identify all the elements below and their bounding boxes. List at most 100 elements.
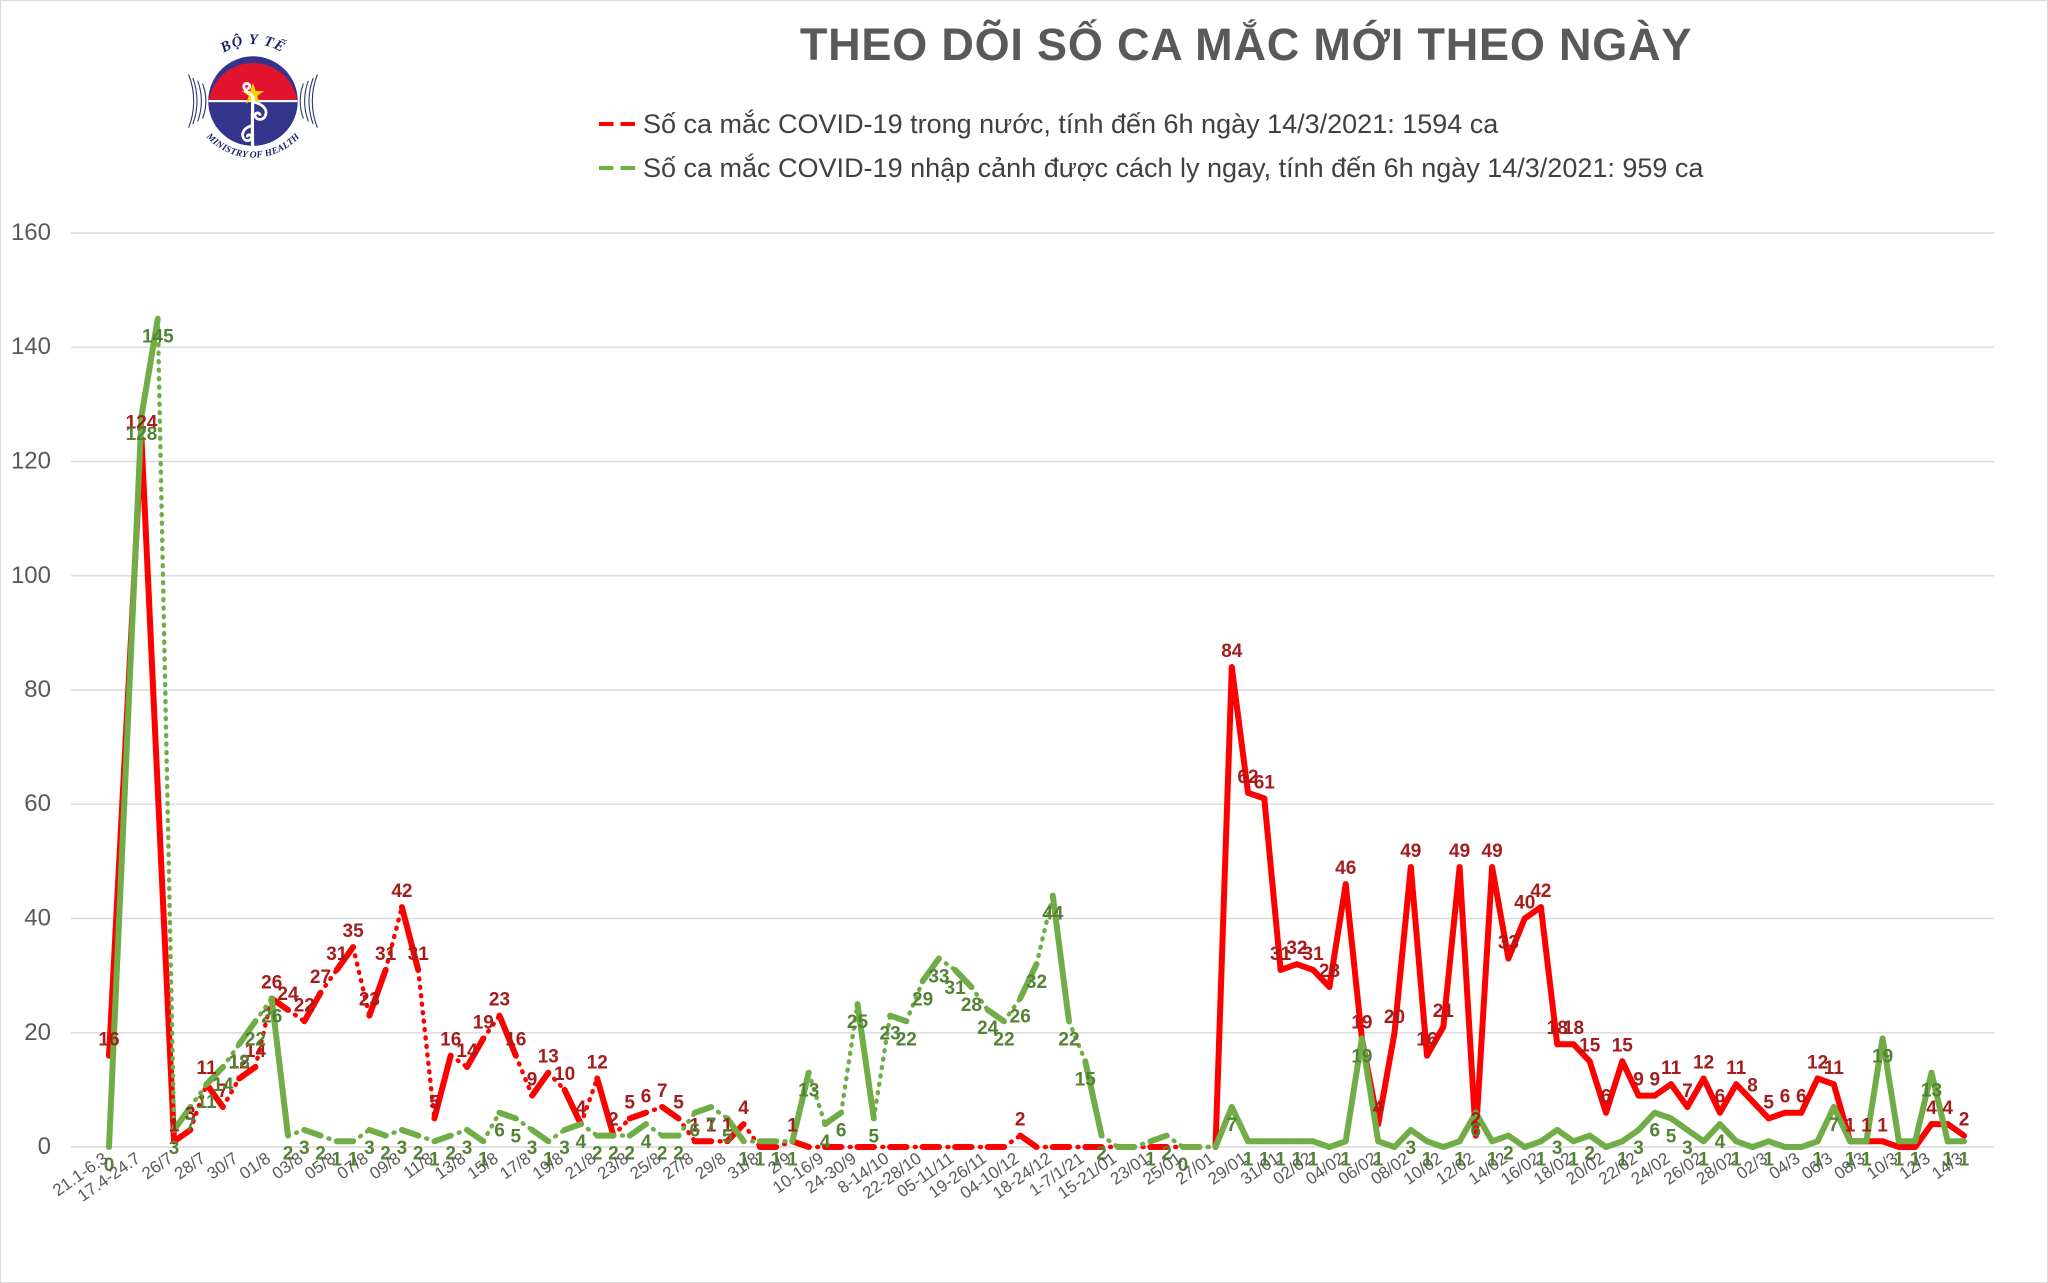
svg-text:2: 2 (1015, 1110, 1026, 1131)
svg-text:160: 160 (11, 219, 51, 246)
svg-text:16: 16 (1416, 1030, 1437, 1051)
svg-text:11: 11 (1661, 1058, 1682, 1079)
svg-text:27: 27 (310, 967, 331, 988)
svg-text:4: 4 (576, 1132, 587, 1153)
svg-text:26: 26 (261, 1007, 282, 1028)
svg-text:49: 49 (1482, 841, 1503, 862)
svg-text:7: 7 (1829, 1115, 1840, 1136)
svg-text:15: 15 (1612, 1035, 1634, 1056)
svg-text:15: 15 (1579, 1035, 1601, 1056)
svg-text:145: 145 (142, 327, 174, 348)
svg-text:1: 1 (1861, 1115, 1872, 1136)
svg-text:22: 22 (993, 1029, 1014, 1050)
svg-text:12: 12 (1693, 1053, 1714, 1074)
svg-text:21: 21 (1433, 1001, 1455, 1022)
svg-text:4: 4 (738, 1098, 749, 1119)
svg-text:5: 5 (722, 1126, 733, 1147)
svg-text:1: 1 (787, 1115, 798, 1136)
svg-text:25: 25 (847, 1012, 869, 1033)
svg-text:13: 13 (798, 1081, 819, 1102)
svg-text:6: 6 (690, 1121, 701, 1142)
svg-text:7: 7 (1227, 1115, 1238, 1136)
svg-text:6: 6 (1715, 1087, 1726, 1108)
svg-text:6: 6 (1650, 1121, 1661, 1142)
svg-text:12: 12 (587, 1053, 608, 1074)
svg-text:42: 42 (1530, 881, 1551, 902)
svg-text:5: 5 (429, 1092, 440, 1113)
svg-text:32: 32 (1026, 972, 1047, 993)
svg-text:5: 5 (1666, 1126, 1677, 1147)
svg-text:46: 46 (1335, 858, 1356, 879)
svg-text:9: 9 (527, 1070, 538, 1091)
svg-text:20: 20 (24, 1019, 51, 1046)
svg-text:4: 4 (576, 1098, 587, 1119)
svg-text:9: 9 (1633, 1070, 1644, 1091)
svg-text:80: 80 (24, 676, 51, 703)
svg-text:5: 5 (624, 1092, 635, 1113)
svg-text:22: 22 (245, 1029, 266, 1050)
svg-text:35: 35 (343, 921, 365, 942)
svg-text:4: 4 (1715, 1132, 1726, 1153)
svg-text:14: 14 (212, 1075, 234, 1096)
svg-text:14: 14 (456, 1041, 478, 1062)
svg-text:19: 19 (473, 1013, 494, 1034)
svg-text:4: 4 (820, 1132, 831, 1153)
svg-text:5: 5 (511, 1126, 522, 1147)
svg-text:23: 23 (359, 990, 380, 1011)
svg-text:6: 6 (1601, 1087, 1612, 1108)
svg-text:8: 8 (1747, 1075, 1758, 1096)
svg-text:30/7: 30/7 (203, 1149, 241, 1184)
svg-text:7: 7 (185, 1115, 196, 1136)
svg-text:1: 1 (1877, 1115, 1888, 1136)
svg-text:15: 15 (1075, 1069, 1097, 1090)
svg-text:19: 19 (1351, 1013, 1372, 1034)
svg-text:16: 16 (98, 1030, 119, 1051)
svg-text:31: 31 (326, 944, 348, 965)
svg-text:49: 49 (1400, 841, 1421, 862)
svg-text:100: 100 (11, 562, 51, 589)
svg-text:6: 6 (1796, 1087, 1807, 1108)
svg-text:7: 7 (706, 1115, 717, 1136)
svg-text:1: 1 (1845, 1115, 1856, 1136)
svg-text:7: 7 (657, 1081, 668, 1102)
svg-text:7: 7 (1682, 1081, 1693, 1102)
svg-text:20: 20 (1384, 1007, 1405, 1028)
svg-text:13: 13 (1921, 1081, 1942, 1102)
svg-text:33: 33 (1498, 933, 1519, 954)
svg-text:128: 128 (126, 424, 158, 445)
svg-text:9: 9 (1650, 1070, 1661, 1091)
svg-text:0: 0 (38, 1133, 51, 1160)
svg-text:60: 60 (24, 790, 51, 817)
svg-text:22: 22 (1058, 1029, 1079, 1050)
svg-text:2: 2 (1959, 1110, 1970, 1131)
svg-text:06/3: 06/3 (1798, 1149, 1836, 1184)
svg-text:4: 4 (1373, 1098, 1384, 1119)
svg-text:29/8: 29/8 (692, 1149, 730, 1184)
svg-text:4: 4 (1942, 1098, 1953, 1119)
svg-text:22: 22 (896, 1029, 917, 1050)
svg-text:40: 40 (24, 905, 51, 932)
svg-text:10: 10 (554, 1064, 575, 1085)
svg-text:84: 84 (1221, 641, 1243, 662)
svg-text:1: 1 (169, 1115, 180, 1136)
svg-text:BỘ Y TẾ: BỘ Y TẾ (217, 32, 288, 57)
svg-text:5: 5 (673, 1092, 684, 1113)
svg-text:11: 11 (1824, 1058, 1845, 1079)
svg-text:6: 6 (494, 1121, 505, 1142)
svg-text:44: 44 (1042, 904, 1064, 925)
svg-text:31: 31 (375, 944, 397, 965)
svg-text:42: 42 (391, 881, 412, 902)
svg-text:5: 5 (869, 1126, 880, 1147)
svg-text:4: 4 (641, 1132, 652, 1153)
svg-text:6: 6 (1471, 1121, 1482, 1142)
svg-text:19: 19 (1872, 1047, 1893, 1068)
svg-text:28: 28 (961, 995, 982, 1016)
svg-text:6: 6 (836, 1121, 847, 1142)
svg-text:22: 22 (294, 995, 315, 1016)
svg-text:2: 2 (608, 1110, 619, 1131)
svg-text:140: 140 (11, 333, 51, 360)
svg-text:26: 26 (1010, 1007, 1031, 1028)
svg-text:01/8: 01/8 (236, 1149, 274, 1184)
svg-text:31: 31 (408, 944, 430, 965)
svg-text:23: 23 (489, 990, 510, 1011)
